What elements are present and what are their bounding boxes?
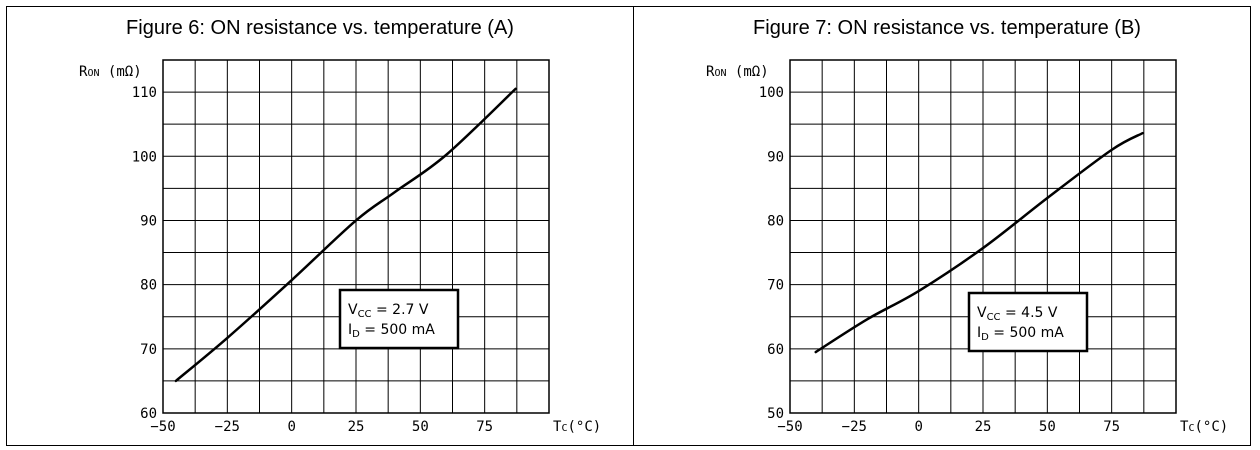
y-tick-label: 90	[767, 149, 784, 165]
y-tick-label: 80	[140, 278, 157, 294]
annotation-id: ID = 500 mA	[977, 325, 1064, 343]
chart-a-title: Figure 6: ON resistance vs. temperature …	[126, 17, 514, 39]
chart-a: 60 70 80 90 100 110 −50 −25 0 25 50 75 RON (mΩ) TC(°C…	[79, 59, 601, 435]
y-tick-label: 70	[767, 278, 784, 294]
series-line	[174, 87, 517, 383]
x-tick-label: 50	[1039, 419, 1056, 435]
x-tick-label: −25	[842, 419, 867, 435]
y-tick-label: 100	[759, 85, 784, 101]
y-tick-label: 50	[767, 406, 784, 422]
x-tick-label: −50	[777, 419, 802, 435]
chart-b: 50 60 70 80 90 100 −50 −25 0 25 50 75 RON (mΩ) TC(°C)…	[706, 59, 1228, 435]
x-axis-label: TC(°C)	[553, 419, 601, 435]
y-tick-label: 60	[140, 406, 157, 422]
figure-frame	[6, 6, 1251, 446]
annotation-box	[967, 291, 1089, 353]
x-tick-label: −50	[150, 419, 175, 435]
x-tick-label: 50	[412, 419, 429, 435]
y-tick-label: 80	[767, 213, 784, 229]
plot-area	[162, 59, 550, 414]
series-line	[814, 131, 1144, 354]
annotation-id: ID = 500 mA	[348, 322, 435, 340]
x-tick-label: 75	[476, 419, 493, 435]
panel-divider	[633, 6, 634, 446]
annotation-box	[338, 288, 460, 350]
x-tick-label: −25	[215, 419, 240, 435]
y-tick-label: 90	[140, 213, 157, 229]
x-tick-label: 0	[287, 419, 295, 435]
x-tick-label: 0	[914, 419, 922, 435]
plot-area	[789, 59, 1177, 414]
y-tick-label: 70	[140, 342, 157, 358]
x-tick-label: 25	[975, 419, 992, 435]
y-axis-label: RON (mΩ)	[79, 64, 142, 80]
y-tick-label: 100	[132, 149, 157, 165]
y-tick-label: 110	[132, 85, 157, 101]
x-tick-label: 25	[348, 419, 365, 435]
x-tick-label: 75	[1103, 419, 1120, 435]
y-tick-label: 60	[767, 342, 784, 358]
x-axis-label: TC(°C)	[1180, 419, 1228, 435]
annotation-vcc: VCC = 4.5 V	[977, 305, 1058, 323]
y-axis-label: RON (mΩ)	[706, 64, 769, 80]
chart-b-title: Figure 7: ON resistance vs. temperature …	[753, 17, 1141, 39]
annotation-vcc: VCC = 2.7 V	[348, 302, 429, 320]
